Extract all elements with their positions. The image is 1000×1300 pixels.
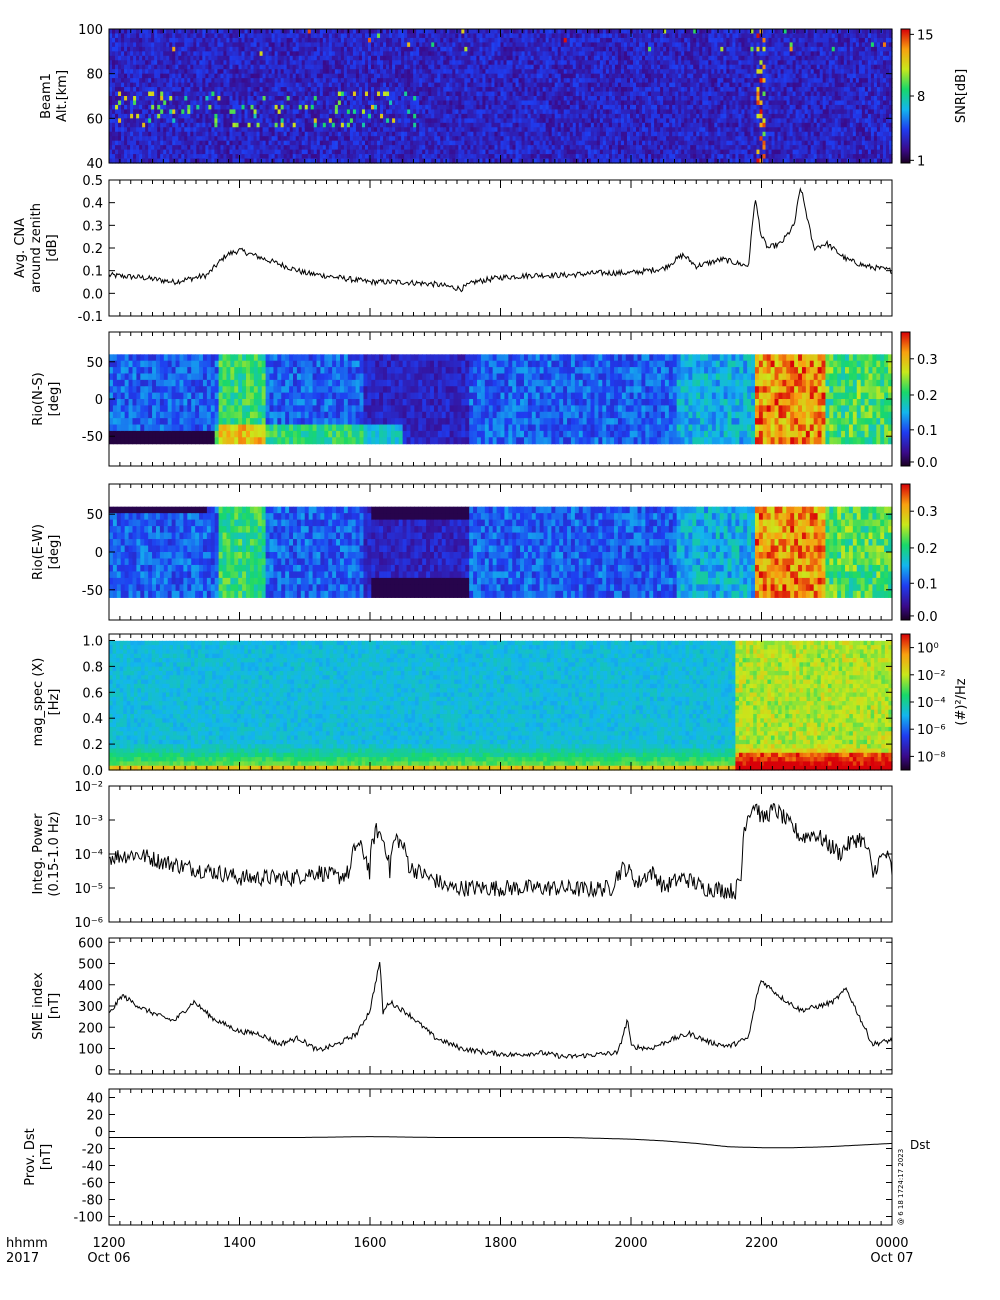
heatmap-snr [109, 29, 893, 164]
